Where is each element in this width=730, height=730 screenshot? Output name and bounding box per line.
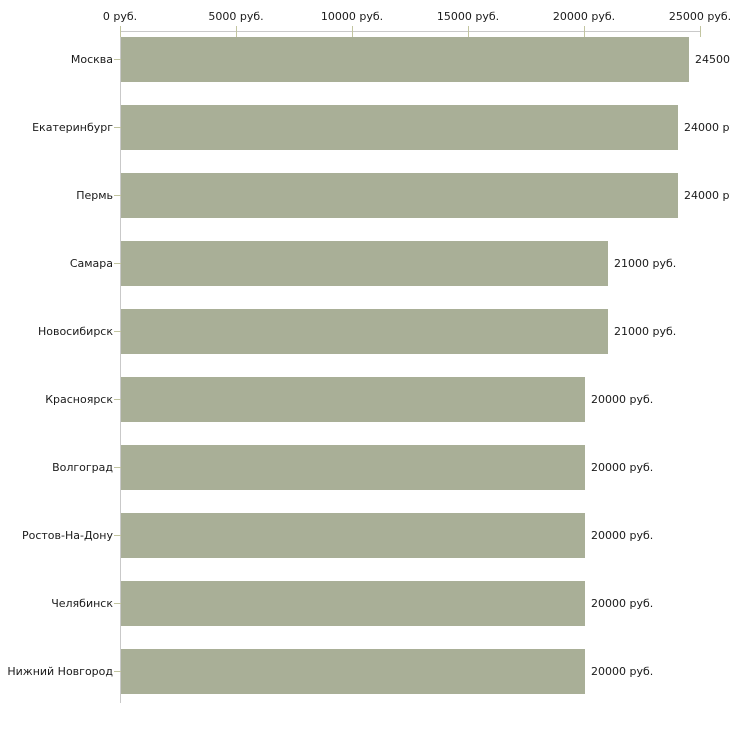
category-label: Москва (70, 53, 113, 66)
bar (121, 581, 585, 626)
value-label: 20000 руб. (591, 461, 654, 474)
x-axis-tick (584, 26, 585, 37)
value-label: 20000 руб. (591, 597, 654, 610)
x-axis-tick (236, 26, 237, 37)
category-label: Пермь (76, 189, 113, 202)
bar (121, 309, 608, 354)
bar (121, 445, 585, 490)
bar (121, 105, 678, 150)
category-tick (114, 127, 121, 128)
value-label: 24000 руб. (684, 189, 730, 202)
bar (121, 377, 585, 422)
value-label: 20000 руб. (591, 529, 654, 542)
bar (121, 513, 585, 558)
x-axis-tick-label: 25000 руб. (668, 10, 730, 23)
value-label: 24500 руб. (695, 53, 730, 66)
bar (121, 241, 608, 286)
y-axis-line (120, 31, 121, 703)
x-axis-tick-label: 10000 руб. (320, 10, 384, 23)
bar (121, 37, 689, 82)
category-tick (114, 195, 121, 196)
value-label: 20000 руб. (591, 665, 654, 678)
x-axis-tick (700, 26, 701, 37)
category-label: Самара (69, 257, 113, 270)
value-label: 20000 руб. (591, 393, 654, 406)
x-axis-tick (468, 26, 469, 37)
value-label: 21000 руб. (614, 257, 677, 270)
category-label: Ростов-На-Дону (21, 529, 113, 542)
category-tick (114, 603, 121, 604)
category-label: Челябинск (51, 597, 113, 610)
category-label: Новосибирск (37, 325, 113, 338)
category-label: Волгоград (52, 461, 113, 474)
category-label: Красноярск (45, 393, 113, 406)
x-axis-tick-label: 5000 руб. (208, 10, 264, 23)
category-tick (114, 467, 121, 468)
x-axis-tick (352, 26, 353, 37)
x-axis-tick-label: 15000 руб. (436, 10, 500, 23)
x-axis-tick-label: 20000 руб. (552, 10, 616, 23)
category-tick (114, 671, 121, 672)
value-label: 21000 руб. (614, 325, 677, 338)
bar (121, 173, 678, 218)
category-tick (114, 263, 121, 264)
category-tick (114, 399, 121, 400)
value-label: 24000 руб. (684, 121, 730, 134)
category-label: Екатеринбург (32, 121, 113, 134)
category-tick (114, 535, 121, 536)
x-axis-line (120, 31, 700, 32)
bar (121, 649, 585, 694)
category-tick (114, 331, 121, 332)
x-axis-tick (120, 26, 121, 37)
category-label: Нижний Новгород (7, 665, 113, 678)
category-tick (114, 59, 121, 60)
x-axis-tick-label: 0 руб. (102, 10, 138, 23)
